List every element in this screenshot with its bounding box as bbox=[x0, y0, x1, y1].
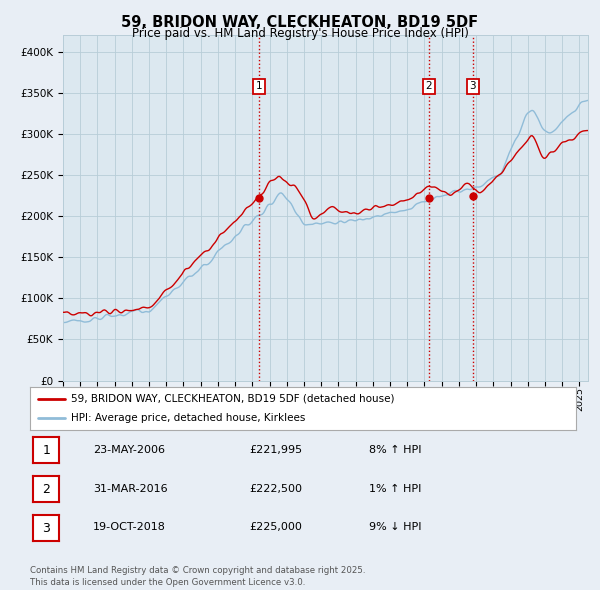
Text: 1% ↑ HPI: 1% ↑ HPI bbox=[369, 484, 421, 493]
Text: 23-MAY-2006: 23-MAY-2006 bbox=[93, 445, 165, 454]
Text: 59, BRIDON WAY, CLECKHEATON, BD19 5DF (detached house): 59, BRIDON WAY, CLECKHEATON, BD19 5DF (d… bbox=[71, 394, 394, 404]
Text: 1: 1 bbox=[256, 81, 262, 91]
Text: 59, BRIDON WAY, CLECKHEATON, BD19 5DF: 59, BRIDON WAY, CLECKHEATON, BD19 5DF bbox=[121, 15, 479, 30]
Text: 3: 3 bbox=[469, 81, 476, 91]
Text: £221,995: £221,995 bbox=[249, 445, 302, 454]
Text: 1: 1 bbox=[42, 444, 50, 457]
Text: 2: 2 bbox=[425, 81, 432, 91]
Text: 2: 2 bbox=[42, 483, 50, 496]
Text: 19-OCT-2018: 19-OCT-2018 bbox=[93, 523, 166, 532]
Text: 8% ↑ HPI: 8% ↑ HPI bbox=[369, 445, 421, 454]
Text: £225,000: £225,000 bbox=[249, 523, 302, 532]
Text: £222,500: £222,500 bbox=[249, 484, 302, 493]
Text: 31-MAR-2016: 31-MAR-2016 bbox=[93, 484, 167, 493]
Text: HPI: Average price, detached house, Kirklees: HPI: Average price, detached house, Kirk… bbox=[71, 413, 305, 423]
Text: Price paid vs. HM Land Registry's House Price Index (HPI): Price paid vs. HM Land Registry's House … bbox=[131, 27, 469, 40]
Text: 3: 3 bbox=[42, 522, 50, 535]
Text: Contains HM Land Registry data © Crown copyright and database right 2025.
This d: Contains HM Land Registry data © Crown c… bbox=[30, 566, 365, 587]
Text: 9% ↓ HPI: 9% ↓ HPI bbox=[369, 523, 421, 532]
